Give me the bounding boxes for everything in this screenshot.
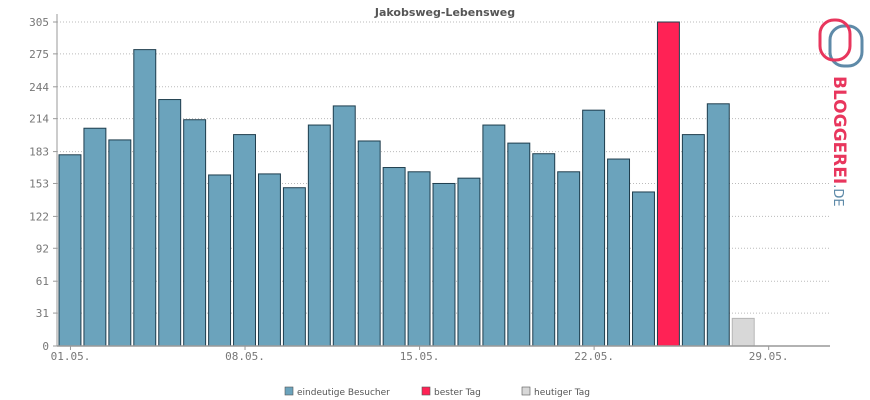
bar bbox=[582, 109, 606, 347]
x-tick-label: 08.05. bbox=[225, 350, 265, 363]
y-tick-label: 92 bbox=[36, 242, 49, 255]
bar bbox=[557, 171, 581, 347]
bar bbox=[208, 174, 232, 347]
bar bbox=[108, 139, 132, 347]
x-tick-label: 22.05. bbox=[574, 350, 614, 363]
bar bbox=[482, 124, 506, 347]
legend: eindeutige Besucher bester Tag heutiger Ta… bbox=[284, 386, 590, 398]
bar-best-day bbox=[656, 21, 680, 347]
bar bbox=[83, 127, 107, 347]
bar bbox=[382, 167, 406, 347]
bar bbox=[507, 142, 531, 347]
bar bbox=[332, 105, 356, 347]
legend-swatch-best bbox=[421, 386, 431, 396]
y-tick-label: 31 bbox=[36, 307, 49, 320]
y-tick-label: 305 bbox=[29, 16, 49, 29]
bar bbox=[158, 99, 182, 347]
bar bbox=[407, 171, 431, 347]
y-tick-label: 122 bbox=[29, 210, 49, 223]
y-tick-label: 244 bbox=[29, 81, 49, 94]
logo-wordmark: BLOGGEREI.DE bbox=[829, 76, 849, 207]
bar bbox=[357, 140, 381, 347]
y-tick-label: 183 bbox=[29, 146, 49, 159]
bar-today bbox=[731, 317, 755, 347]
bar bbox=[307, 124, 331, 347]
bars bbox=[58, 21, 755, 347]
x-tick-label: 15.05. bbox=[400, 350, 440, 363]
legend-swatch-normal bbox=[284, 386, 294, 396]
legend-label-best: bester Tag bbox=[434, 388, 481, 398]
bar bbox=[233, 134, 256, 347]
y-tick-label: 275 bbox=[29, 48, 49, 61]
y-axis-ticks: 0 31 61 92 122 153 183 214 244 275 305 bbox=[29, 16, 57, 353]
legend-label-today: heutiger Tag bbox=[534, 388, 590, 398]
y-tick-label: 61 bbox=[36, 275, 49, 288]
bar bbox=[257, 173, 281, 347]
bar bbox=[457, 177, 481, 347]
bar bbox=[532, 153, 556, 347]
legend-swatch-today bbox=[521, 386, 531, 396]
bar bbox=[607, 158, 631, 347]
bar bbox=[681, 134, 705, 347]
x-axis-ticks: 01.05. 08.05. 15.05. 22.05. 29.05. bbox=[51, 346, 789, 363]
bar bbox=[133, 49, 157, 347]
bar bbox=[282, 187, 306, 347]
legend-label-normal: eindeutige Besucher bbox=[297, 388, 390, 398]
bar bbox=[432, 182, 456, 347]
bar bbox=[183, 119, 207, 347]
x-tick-label: 01.05. bbox=[51, 350, 91, 363]
chart-title: Jakobsweg-Lebensweg bbox=[374, 6, 515, 19]
bar bbox=[706, 103, 730, 347]
y-tick-label: 0 bbox=[42, 340, 49, 353]
y-tick-label: 214 bbox=[29, 113, 49, 126]
y-tick-label: 153 bbox=[29, 177, 49, 190]
bar bbox=[632, 191, 655, 347]
bloggerei-logo: BLOGGEREI.DE bbox=[818, 18, 864, 207]
bar bbox=[58, 154, 82, 347]
logo-mark-icon bbox=[818, 18, 864, 68]
x-tick-label: 29.05. bbox=[749, 350, 789, 363]
axes bbox=[56, 14, 830, 347]
